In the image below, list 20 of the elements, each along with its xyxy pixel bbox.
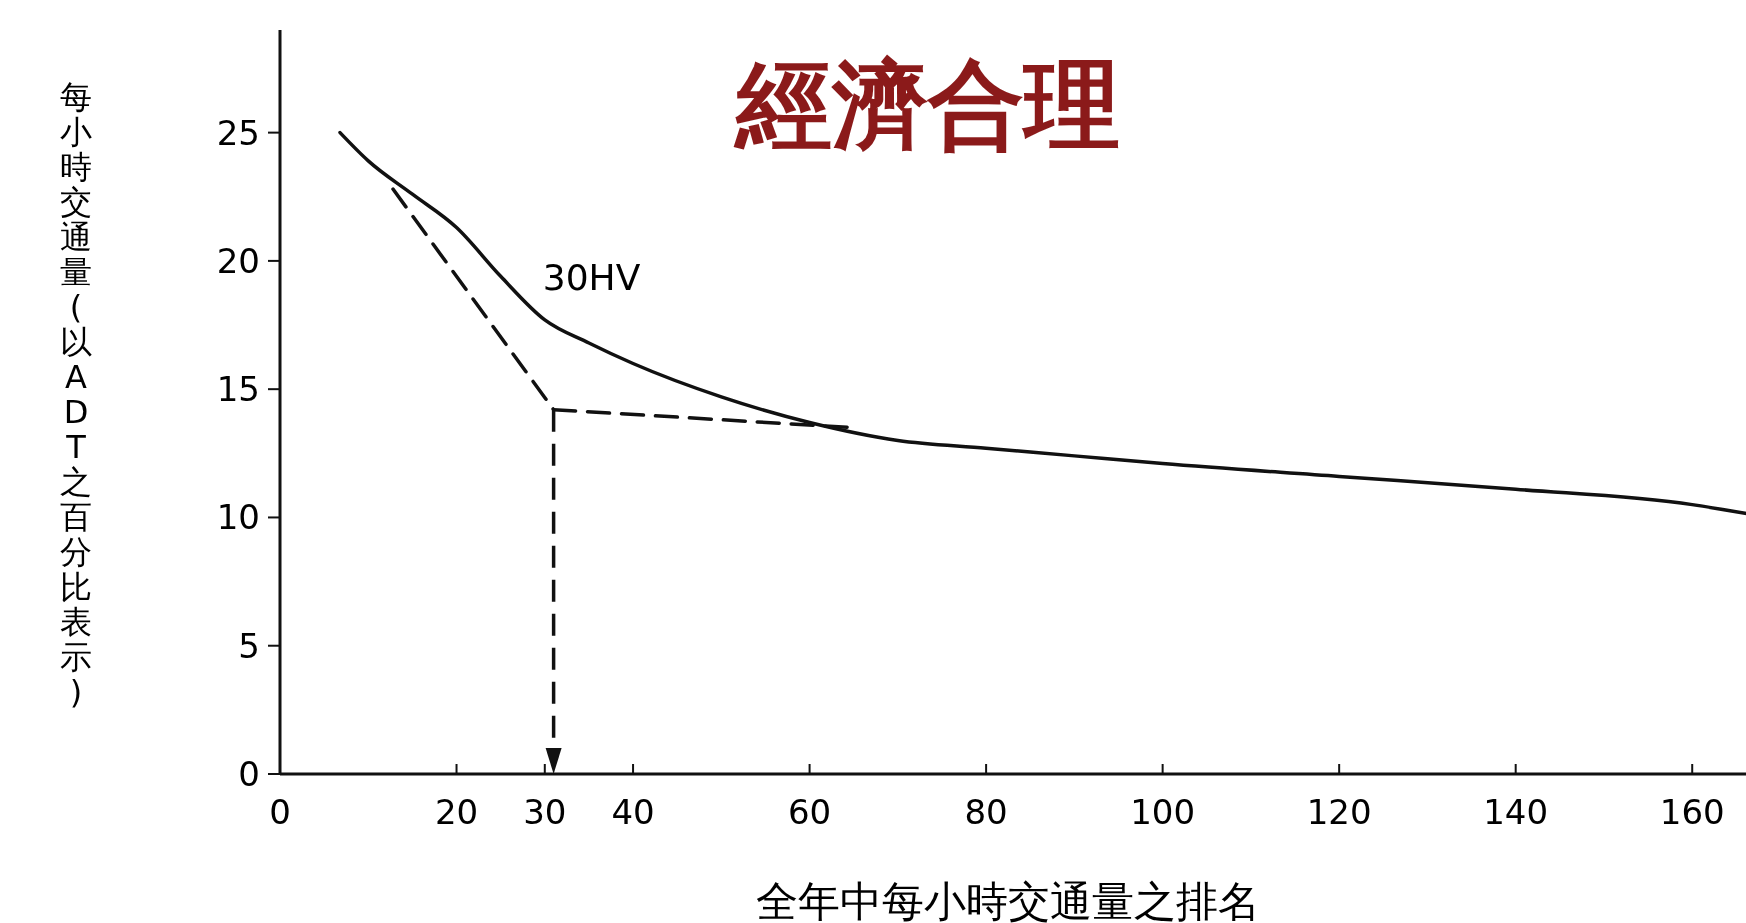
x-tick-label: 20 [434, 792, 479, 832]
y-tick-label: 5 [238, 625, 260, 666]
x-tick-label: 40 [611, 792, 655, 832]
x-tick-label: 120 [1306, 792, 1372, 832]
y-tick-label: 20 [216, 240, 260, 281]
x-tick-label: 30 [523, 792, 567, 832]
x-tick-label: 60 [787, 792, 832, 832]
x-axis-title: 全年中每小時交通量之排名 [756, 877, 1260, 923]
x-tick-label: 0 [269, 792, 291, 832]
x-tick-label: 140 [1483, 792, 1549, 832]
x-tick-label: 160 [1659, 792, 1725, 832]
y-tick-label: 15 [216, 369, 260, 410]
text: 每小時交通量(以ADT之百分比表示) [60, 78, 92, 711]
x-tick-label: 80 [964, 792, 1008, 832]
chart-title: 經濟合理 [733, 48, 1120, 161]
annotation: 30HV [542, 256, 641, 298]
y-tick-label: 0 [238, 754, 260, 794]
y-tick-label: 25 [216, 112, 260, 153]
x-tick-label: 100 [1130, 792, 1196, 832]
y-tick-label: 10 [216, 497, 260, 538]
